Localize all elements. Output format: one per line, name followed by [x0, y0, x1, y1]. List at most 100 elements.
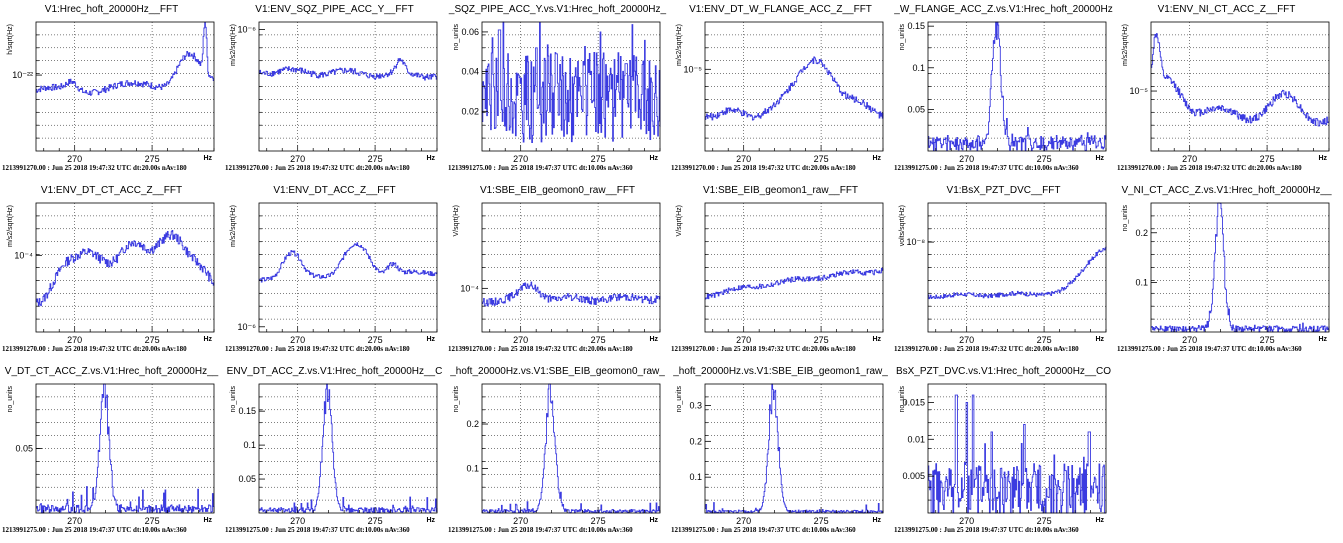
plot-panel: V1:SBE_EIB_geomon1_raw__FFT 270 275 Hz V/sqr… — [669, 181, 892, 362]
plot-title: _hoft_20000Hz.vs.V1:SBE_EIB_geomon0_raw_ — [450, 366, 665, 377]
x-tick-label: 275 — [1260, 335, 1275, 345]
x-tick-label: 275 — [1037, 516, 1052, 526]
series-line — [705, 267, 884, 300]
y-axis-label: m/s2/sqrt(Hz) — [230, 205, 237, 247]
y-tick-label: 0.2 — [1135, 228, 1148, 238]
series-line — [259, 58, 438, 81]
x-axis-label: Hz — [203, 155, 212, 162]
y-tick-label: 0.15 — [238, 406, 256, 416]
series-line — [482, 21, 661, 143]
x-tick-label: 270 — [736, 335, 751, 345]
plot-panel: V1:ENV_DT_CT_ACC_Z__FFT 270 275 Hz 10⁻⁴ m/s2/… — [0, 181, 223, 362]
y-tick-label: 0.1 — [689, 472, 702, 482]
y-tick-label: 0.06 — [461, 27, 479, 37]
plot-panel: V1:ENV_SQZ_PIPE_ACC_Y__FFT 270 275 Hz 10⁻⁶ m/… — [223, 0, 446, 181]
series-line — [1151, 33, 1330, 127]
x-axis-label: Hz — [1095, 155, 1104, 162]
x-tick-label: 270 — [1182, 154, 1197, 164]
x-tick-label: 270 — [959, 516, 974, 526]
plot-panel: _hoft_20000Hz.vs.V1:SBE_EIB_geomon0_raw_… — [446, 362, 669, 543]
plot-footer: 1213991270.00 : Jun 25 2018 19:47:32 UTC… — [2, 164, 187, 172]
plot-frame — [35, 383, 215, 514]
plot-frame — [704, 21, 884, 152]
plot-svg: 270 275 Hz 0.05 no_units — [7, 383, 215, 526]
y-axis-label: m/s2/sqrt(Hz) — [676, 24, 683, 66]
plot-panel: V_NI_CT_ACC_Z.vs.V1:Hrec_hoft_20000Hz__ 2… — [1115, 181, 1338, 362]
plot-footer: 1213991270.00 : Jun 25 2018 19:47:32 UTC… — [671, 345, 856, 353]
plot-footer: 1213991270.00 : Jun 25 2018 19:47:32 UTC… — [2, 345, 187, 353]
y-tick-label: 0.1 — [912, 63, 925, 73]
y-tick-label: 10⁻⁵ — [1130, 86, 1149, 96]
plot-frame — [927, 202, 1107, 333]
y-tick-label: 0.01 — [907, 434, 925, 444]
y-axis-label: no_units — [230, 386, 237, 413]
plot-gridlines — [1151, 22, 1329, 151]
y-tick-label: 0.3 — [689, 401, 702, 411]
plot-gridlines — [36, 203, 214, 332]
x-tick-label: 270 — [67, 154, 82, 164]
plot-title: V1:SBE_EIB_geomon0_raw__FFT — [479, 185, 636, 196]
plot-panel: V1:BsX_PZT_DVC__FFT 270 275 Hz 10⁻⁸ volts/sqr… — [892, 181, 1115, 362]
plot-svg: 270 275 Hz 0.1 0.2 no_units — [453, 383, 661, 526]
plot-title: V1:SBE_EIB_geomon1_raw__FFT — [702, 185, 859, 196]
plot-panel: V1:SBE_EIB_geomon0_raw__FFT 270 275 Hz 10⁻⁴ V… — [446, 181, 669, 362]
plot-gridlines — [1151, 203, 1329, 332]
y-axis-label: volts/sqrt(Hz) — [899, 205, 906, 246]
plot-frame — [481, 383, 661, 514]
plot-svg: 270 275 Hz 0.1 0.2 no_units — [1122, 202, 1330, 345]
x-axis-label: Hz — [649, 336, 658, 343]
plot-footer: 1213991275.00 : Jun 25 2018 19:47:37 UTC… — [894, 164, 1079, 172]
x-tick-label: 275 — [1037, 335, 1052, 345]
plot-svg: 270 275 Hz 10⁻⁶m/s2/sqrt(Hz) — [230, 21, 438, 164]
series-line — [928, 246, 1107, 300]
plot-panel: _SQZ_PIPE_ACC_Y.vs.V1:Hrec_hoft_20000Hz_… — [446, 0, 669, 181]
y-tick-label: 0.15 — [907, 21, 925, 31]
series-line — [1151, 202, 1330, 333]
x-tick-label: 275 — [814, 154, 829, 164]
plot-footer: 1213991270.00 : Jun 25 2018 19:47:32 UTC… — [448, 345, 633, 353]
y-tick-label: 10⁻⁶ — [238, 322, 257, 332]
y-tick-label: 0.1 — [243, 440, 256, 450]
plot-svg: 270 275 Hz 10⁻⁴m/s2/sqrt(Hz) — [7, 202, 215, 345]
plot-footer: 1213991275.00 : Jun 25 2018 19:47:37 UTC… — [225, 526, 410, 534]
x-axis-label: Hz — [872, 517, 881, 524]
y-tick-label: 0.1 — [466, 464, 479, 474]
plot-title: V1:ENV_DT_ACC_Z__FFT — [273, 185, 396, 196]
plot-frame — [258, 202, 438, 333]
x-tick-label: 270 — [513, 335, 528, 345]
series-line — [36, 383, 215, 514]
plot-gridlines — [259, 22, 437, 151]
plot-footer: 1213991270.00 : Jun 25 2018 19:47:32 UTC… — [225, 345, 410, 353]
plot-svg: 270 275 Hz 10⁻²² h/sqrt(Hz) — [7, 21, 215, 164]
x-axis-label: Hz — [426, 517, 435, 524]
series-line — [36, 229, 215, 307]
y-axis-label: m/s2/sqrt(Hz) — [230, 24, 237, 66]
plot-panel: V_DT_CT_ACC_Z.vs.V1:Hrec_hoft_20000Hz__ 2… — [0, 362, 223, 543]
plot-title: BsX_PZT_DVC.vs.V1:Hrec_hoft_20000Hz__CO — [895, 366, 1112, 377]
x-tick-label: 275 — [1260, 154, 1275, 164]
plot-svg: 270 275 Hz 10⁻⁵m/s2/sqrt(Hz) — [676, 21, 884, 164]
plot-panel: BsX_PZT_DVC.vs.V1:Hrec_hoft_20000Hz__CO 2… — [892, 362, 1115, 543]
plot-gridlines — [705, 22, 883, 151]
y-tick-label: 0.005 — [902, 471, 925, 481]
y-axis-label: no_units — [899, 386, 906, 413]
x-tick-label: 275 — [145, 516, 160, 526]
plot-panel: V1:ENV_DT_W_FLANGE_ACC_Z__FFT 270 275 Hz 10⁻… — [669, 0, 892, 181]
plot-gridlines — [928, 22, 1106, 151]
plot-gridlines — [36, 384, 214, 513]
plot-title: V1:ENV_DT_CT_ACC_Z__FFT — [40, 185, 183, 196]
x-axis-label: Hz — [649, 517, 658, 524]
plot-gridlines — [928, 203, 1106, 332]
x-axis-label: Hz — [203, 336, 212, 343]
y-tick-label: 0.02 — [461, 106, 479, 116]
y-tick-label: 0.05 — [15, 444, 33, 454]
plot-frame — [258, 21, 438, 152]
x-tick-label: 270 — [513, 154, 528, 164]
x-tick-label: 275 — [814, 516, 829, 526]
plot-footer: 1213991275.00 : Jun 25 2018 19:47:37 UTC… — [448, 164, 633, 172]
plot-panel: _hoft_20000Hz.vs.V1:SBE_EIB_geomon1_raw_… — [669, 362, 892, 543]
plot-gridlines — [259, 203, 437, 332]
